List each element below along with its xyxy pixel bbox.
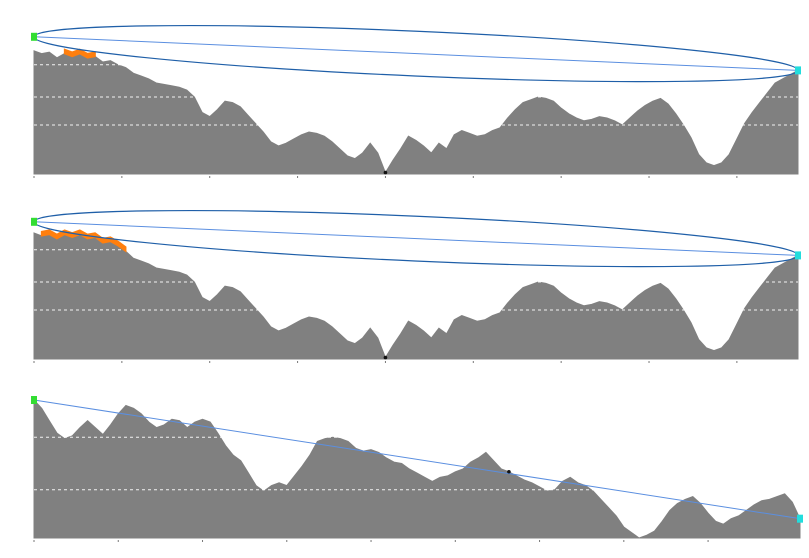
elevation-profile-chart-3 — [31, 396, 803, 542]
start-marker — [31, 396, 37, 404]
terrain-area — [33, 232, 799, 360]
end-marker — [795, 66, 801, 75]
low-point-marker — [383, 170, 388, 175]
obstruction-area — [40, 229, 127, 253]
terrain-area — [33, 398, 801, 539]
start-marker — [31, 32, 37, 41]
end-marker — [795, 251, 801, 260]
terrain-area — [33, 50, 799, 175]
sight-line — [33, 36, 799, 71]
elevation-profile-chart-1 — [31, 25, 801, 178]
elevation-profile-chart-2 — [31, 210, 801, 363]
end-marker — [797, 514, 803, 523]
sight-line — [33, 221, 799, 256]
low-point-marker — [507, 469, 511, 474]
low-point-marker — [383, 355, 388, 360]
sight-line — [33, 399, 801, 520]
start-marker — [31, 217, 37, 226]
